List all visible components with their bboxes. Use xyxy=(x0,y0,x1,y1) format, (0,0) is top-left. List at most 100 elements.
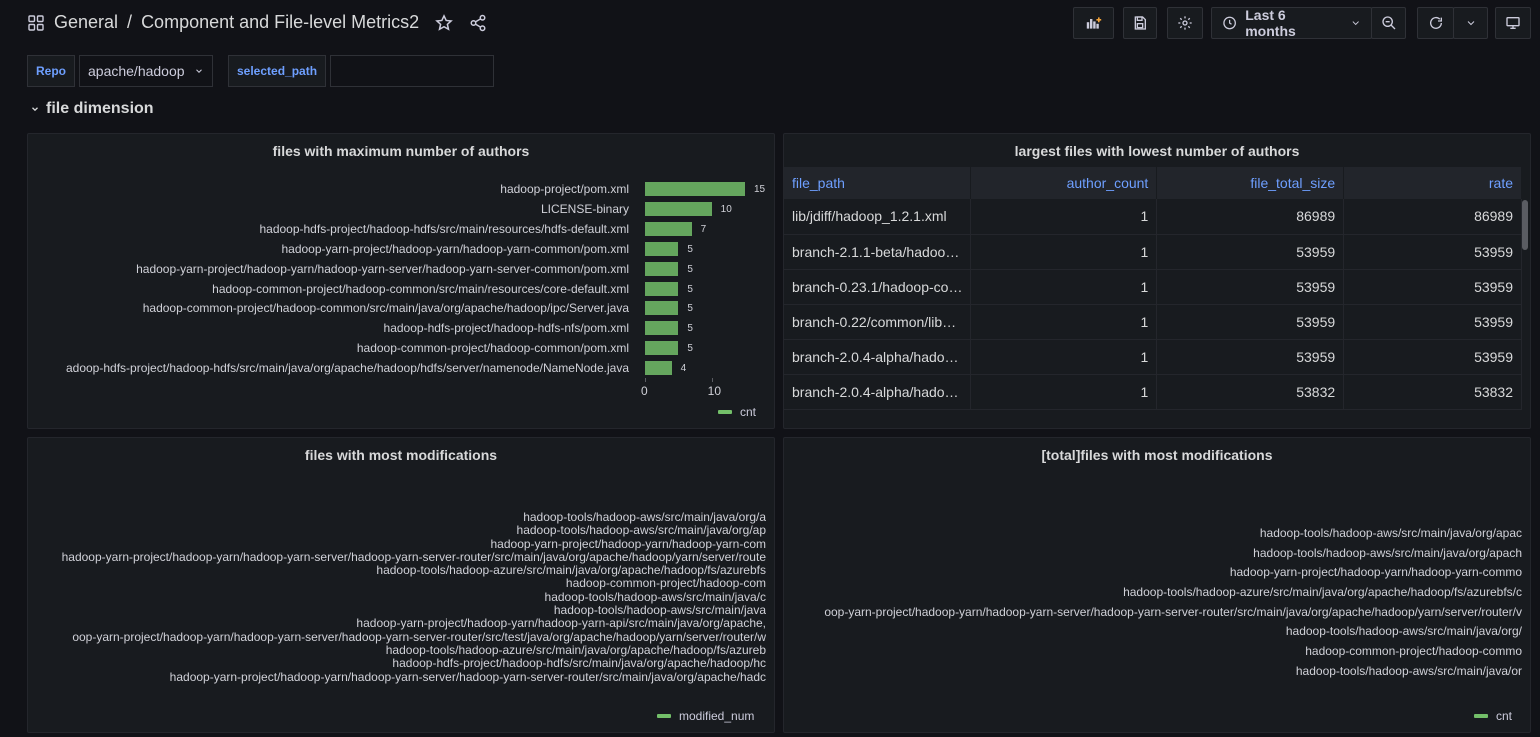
bar-category-label: LICENSE-binary xyxy=(540,201,629,216)
cell-file-path: branch-2.1.1-beta/hadoo… xyxy=(784,234,972,270)
panel-title[interactable]: [total]files with most modifications xyxy=(1041,447,1273,463)
bar[interactable] xyxy=(645,341,679,356)
cell-file-total-size: 53959 xyxy=(1156,269,1345,305)
bar[interactable] xyxy=(645,301,679,316)
cell-file-path: branch-2.0.4-alpha/hado… xyxy=(784,339,972,375)
selected-path-input[interactable] xyxy=(330,55,495,87)
bar-value-label: 5 xyxy=(687,323,693,335)
column-header-file-total-size[interactable]: file_total_size xyxy=(1156,167,1345,199)
dashboard-grid-icon xyxy=(28,14,44,31)
bar[interactable] xyxy=(645,281,679,296)
column-header-rate[interactable]: rate xyxy=(1343,167,1522,199)
x-axis-tick xyxy=(645,378,646,382)
chart-legend[interactable]: cnt xyxy=(718,405,756,419)
chevron-down-icon xyxy=(196,69,202,73)
cell-file-total-size: 53959 xyxy=(1156,339,1345,375)
chart-category-label: hadoop-tools/hadoop-aws/src/main/java/or… xyxy=(523,511,766,524)
table-row[interactable]: branch-2.0.4-alpha/hado… 1 53959 53959 xyxy=(784,339,1522,375)
zoom-out-button[interactable] xyxy=(1371,7,1406,39)
bar-category-label: hadoop-common-project/hadoop-common/src/… xyxy=(212,281,629,296)
chart-category-label: hadoop-tools/hadoop-aws/src/main/java/or xyxy=(1295,663,1522,678)
chart-legend[interactable]: modified_num xyxy=(657,709,754,723)
table-scrollbar[interactable] xyxy=(1522,200,1528,250)
chevron-down-icon xyxy=(32,107,38,112)
cell-file-path: branch-0.23.1/hadoop-co… xyxy=(784,269,972,305)
cell-file-total-size: 53959 xyxy=(1156,304,1345,340)
chart-legend[interactable]: cnt xyxy=(1474,709,1512,723)
cell-rate: 53959 xyxy=(1343,269,1522,305)
cell-rate: 86989 xyxy=(1343,199,1522,235)
column-header-file-path[interactable]: file_path xyxy=(784,167,972,199)
share-icon[interactable] xyxy=(469,14,487,32)
save-dashboard-button[interactable] xyxy=(1123,7,1157,39)
bar[interactable] xyxy=(645,182,745,196)
panel-most-modifications: files with most modifications hadoop-too… xyxy=(27,437,775,733)
x-axis-tick-label: 0 xyxy=(641,384,648,398)
panel-total-most-modifications: [total]files with most modifications had… xyxy=(783,437,1531,733)
chart-label-list: hadoop-tools/hadoop-aws/src/main/java/or… xyxy=(790,524,1522,682)
refresh-button[interactable] xyxy=(1417,7,1454,39)
chart-category-label: oop-yarn-project/hadoop-yarn/hadoop-yarn… xyxy=(72,629,766,644)
bar[interactable] xyxy=(645,241,679,256)
variables-bar: Repo apache/hadoop selected_path xyxy=(27,55,495,87)
legend-label: cnt xyxy=(1496,709,1513,723)
table-row[interactable]: branch-2.0.4-alpha/hado… 1 53832 53832 xyxy=(784,374,1522,410)
column-header-author-count[interactable]: author_count xyxy=(970,167,1158,199)
chevron-down-icon xyxy=(1352,21,1359,26)
chart-category-label: hadoop-tools/hadoop-aws/src/main/java xyxy=(553,603,766,618)
chart-label-list: hadoop-tools/hadoop-aws/src/main/java/or… xyxy=(34,511,766,684)
bar-value-label: 5 xyxy=(687,343,693,355)
panel-title[interactable]: largest files with lowest number of auth… xyxy=(1014,143,1300,159)
chart-category-label: hadoop-common-project/hadoop-com xyxy=(565,576,766,591)
table-row[interactable]: lib/jdiff/hadoop_1.2.1.xml 1 86989 86989 xyxy=(784,199,1522,235)
breadcrumb-folder[interactable]: General xyxy=(54,12,119,32)
chart-category-label: hadoop-yarn-project/hadoop-yarn/hadoop-y… xyxy=(1229,565,1522,580)
chevron-down-icon xyxy=(1467,21,1474,26)
bar[interactable] xyxy=(645,361,672,376)
bar-value-label: 4 xyxy=(680,363,687,375)
chart-category-label: hadoop-tools/hadoop-azure/src/main/java/… xyxy=(385,642,766,657)
save-icon xyxy=(1134,16,1146,30)
panel-title[interactable]: files with maximum number of authors xyxy=(272,143,530,159)
panel-max-authors: files with maximum number of authors had… xyxy=(27,133,775,429)
table-row[interactable]: branch-0.22/common/lib… 1 53959 53959 xyxy=(784,304,1522,340)
cell-author-count: 1 xyxy=(970,304,1158,340)
bar-category-label: adoop-hdfs-project/hadoop-hdfs/src/main/… xyxy=(65,361,629,376)
panel-largest-files: largest files with lowest number of auth… xyxy=(783,133,1531,429)
repo-select[interactable]: apache/hadoop xyxy=(79,55,213,87)
row-title: file dimension xyxy=(46,100,154,117)
chart-category-label: hadoop-yarn-project/hadoop-yarn/hadoop-y… xyxy=(169,669,766,684)
row-header-file-dimension[interactable]: file dimension xyxy=(30,100,154,118)
chart-category-label: hadoop-tools/hadoop-azure/src/main/java/… xyxy=(1123,585,1522,600)
page-title[interactable]: Component and File-level Metrics2 xyxy=(141,12,420,32)
tv-mode-button[interactable] xyxy=(1495,7,1531,39)
chart-category-label: hadoop-tools/hadoop-aws/src/main/java/or… xyxy=(1259,526,1522,540)
top-bar: General / Component and File-level Metri… xyxy=(0,0,1540,48)
cell-author-count: 1 xyxy=(970,374,1158,410)
table-row[interactable]: branch-0.23.1/hadoop-co… 1 53959 53959 xyxy=(784,269,1522,305)
star-icon[interactable] xyxy=(435,13,454,32)
bar[interactable] xyxy=(645,261,679,276)
bar[interactable] xyxy=(645,321,679,336)
bar-category-label: hadoop-common-project/hadoop-common/src/… xyxy=(142,301,629,316)
bar[interactable] xyxy=(645,221,692,236)
settings-button[interactable] xyxy=(1167,7,1203,39)
cell-rate: 53959 xyxy=(1343,234,1522,270)
cell-author-count: 1 xyxy=(970,234,1158,270)
add-panel-icon xyxy=(1086,17,1101,29)
chart-category-label: hadoop-yarn-project/hadoop-yarn/hadoop-y… xyxy=(61,549,766,564)
cell-file-total-size: 53832 xyxy=(1156,374,1345,410)
time-range-picker[interactable]: Last 6 months xyxy=(1211,7,1372,39)
refresh-interval-dropdown[interactable] xyxy=(1453,7,1488,39)
chart-category-label: hadoop-yarn-project/hadoop-yarn/hadoop-y… xyxy=(490,536,767,551)
cell-file-total-size: 53959 xyxy=(1156,234,1345,270)
add-panel-button[interactable] xyxy=(1073,7,1114,39)
bar-value-label: 5 xyxy=(687,243,693,255)
panel-title[interactable]: files with most modifications xyxy=(304,447,498,463)
data-table: file_path author_count file_total_size r… xyxy=(784,167,1522,410)
repo-select-value: apache/hadoop xyxy=(88,63,185,79)
table-header-row: file_path author_count file_total_size r… xyxy=(784,167,1522,199)
bar[interactable] xyxy=(645,201,712,216)
cell-rate: 53959 xyxy=(1343,339,1522,375)
table-row[interactable]: branch-2.1.1-beta/hadoo… 1 53959 53959 xyxy=(784,234,1522,270)
